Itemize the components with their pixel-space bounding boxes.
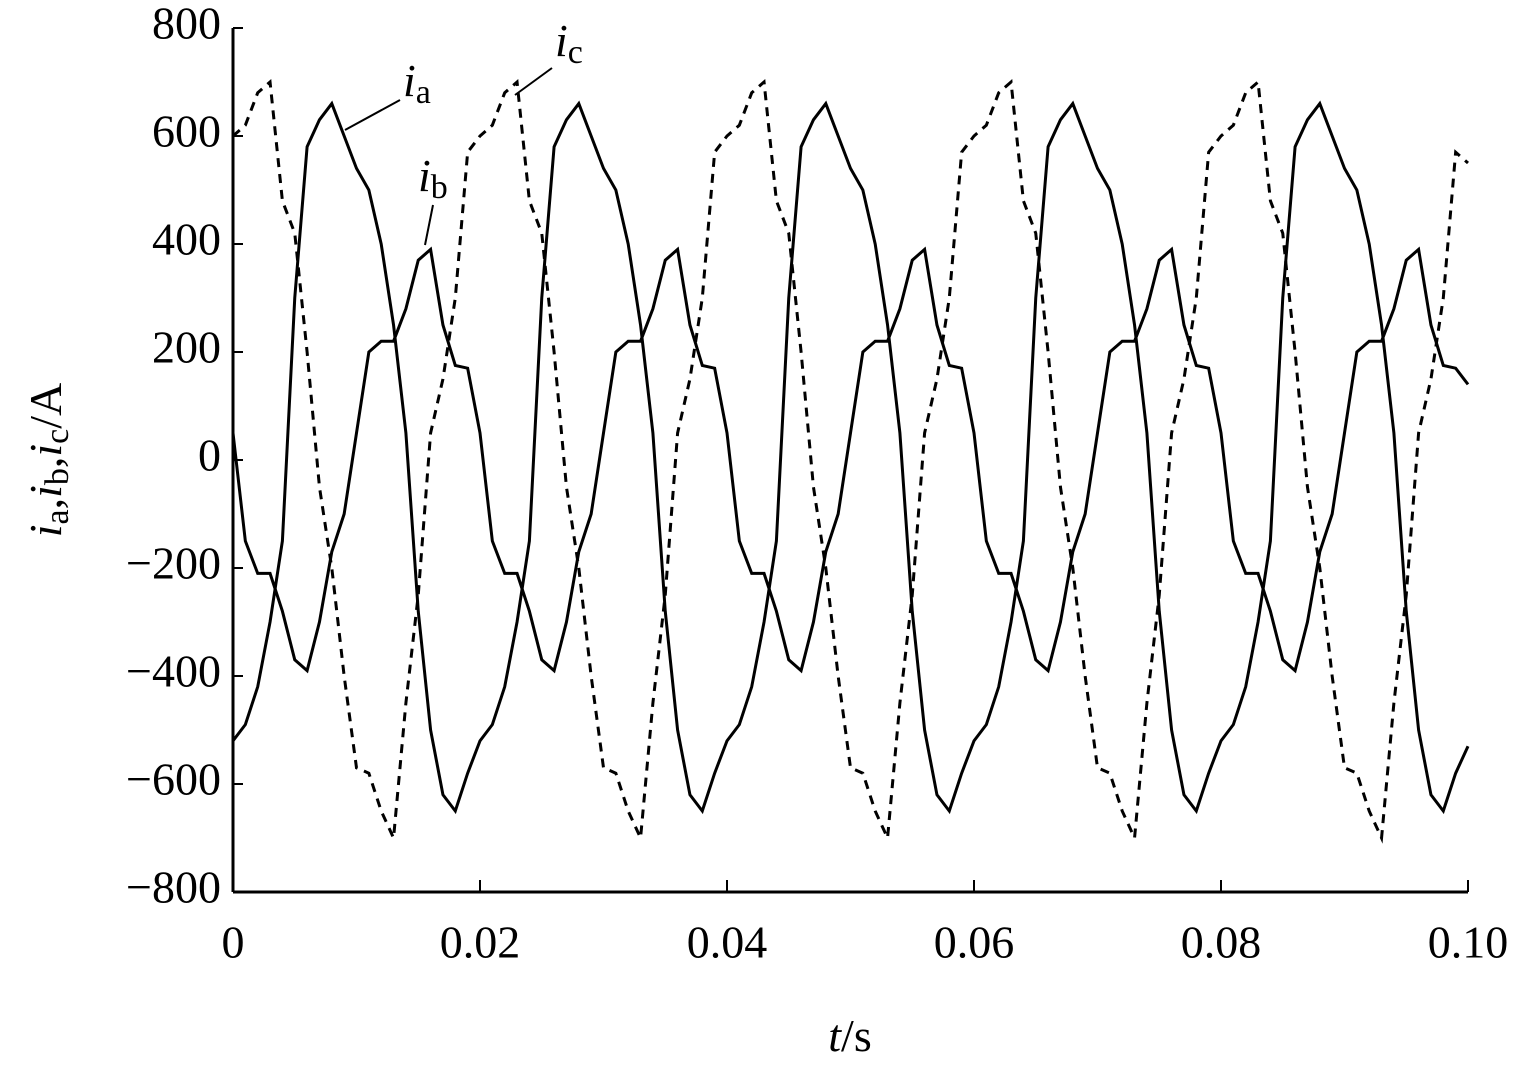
leader-line <box>344 99 401 131</box>
y-tick-label: −200 <box>126 538 221 589</box>
y-tick-label: 800 <box>152 0 221 49</box>
x-tick-label: 0.04 <box>687 917 768 968</box>
x-tick-label: 0.10 <box>1428 917 1509 968</box>
x-tick-label: 0 <box>222 917 245 968</box>
y-tick-label: −400 <box>126 646 221 697</box>
series-label: ib <box>418 150 448 206</box>
x-tick-label: 0.06 <box>934 917 1015 968</box>
series-line <box>231 100 1470 815</box>
leader-line <box>514 67 553 96</box>
leader-line <box>424 204 434 246</box>
y-tick-label: −800 <box>126 862 221 913</box>
x-axis-label: t/s <box>828 1010 871 1061</box>
y-tick-label: 600 <box>152 106 221 157</box>
x-tick-label: 0.08 <box>1181 917 1262 968</box>
y-tick-label: 200 <box>152 322 221 373</box>
series-line <box>231 246 1470 674</box>
x-tick-label: 0.02 <box>440 917 521 968</box>
series-label: ic <box>555 15 583 71</box>
series-label: ia <box>403 55 431 111</box>
y-tick-label: 400 <box>152 214 221 265</box>
y-axis-label: ia,ib,ic/A <box>20 383 76 538</box>
y-tick-label: −600 <box>126 754 221 805</box>
series-line <box>232 78 1469 844</box>
y-tick-label: 0 <box>198 430 221 481</box>
